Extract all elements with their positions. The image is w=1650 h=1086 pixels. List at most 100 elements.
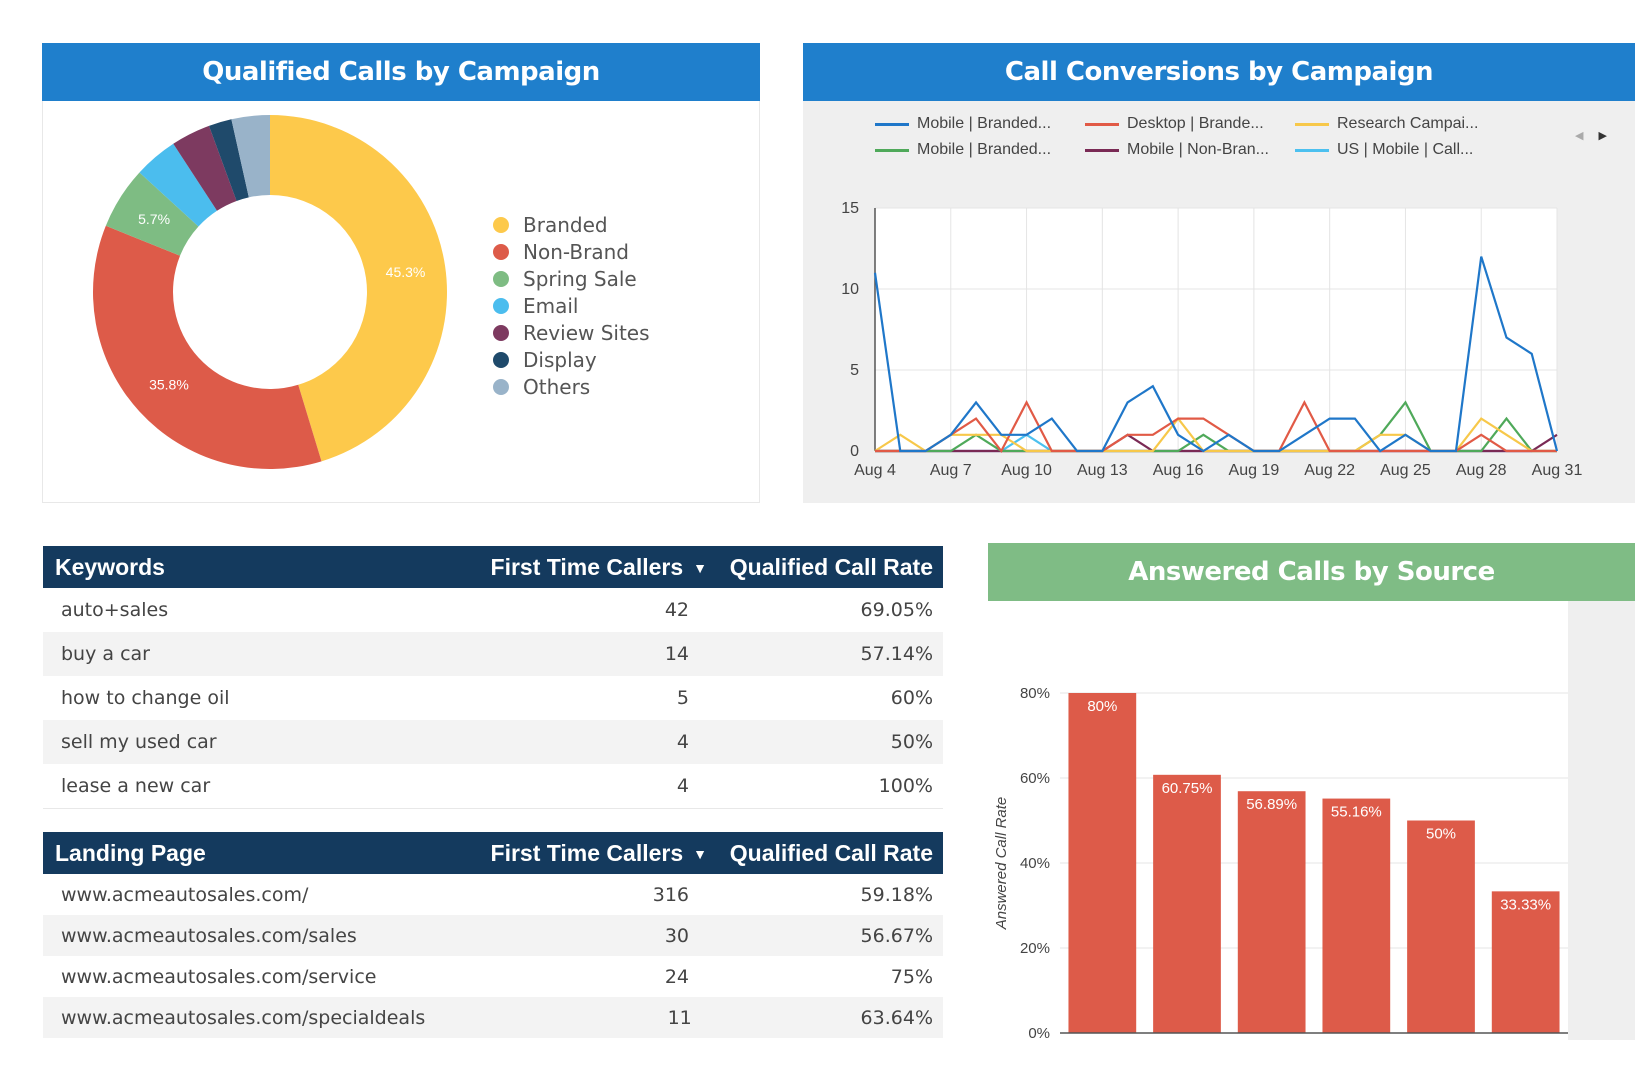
line-legend-swatch (1085, 122, 1119, 126)
first-time-callers-cell: 24 (664, 965, 689, 988)
legend-swatch (493, 378, 509, 395)
first-time-callers-cell: 11 (667, 1006, 692, 1029)
table-row[interactable]: www.acmeautosales.com/specialdeals 11 63.6… (43, 997, 943, 1038)
first-time-callers-cell: 42 (664, 599, 689, 621)
legend-item[interactable]: Others (493, 373, 650, 400)
y-axis-label: Answered Call Rate (993, 797, 1010, 931)
legend-label: Email (523, 293, 579, 318)
first-time-callers-label: First Time Callers (490, 553, 684, 580)
landing-page-cell: www.acmeautosales.com/sales (61, 924, 357, 947)
line-legend-swatch (1295, 148, 1329, 152)
series-line[interactable] (873, 256, 1559, 453)
line-legend-swatch (875, 148, 909, 152)
y-tick-label: 40% (1020, 855, 1050, 872)
y-tick-label: 10 (841, 281, 859, 298)
bar[interactable] (1491, 891, 1560, 1033)
bar[interactable] (1322, 798, 1391, 1033)
table-row[interactable]: auto+sales 42 69.05% (43, 588, 943, 632)
qualified-call-rate-cell: 57.14% (860, 643, 933, 665)
first-time-callers-cell: 14 (664, 643, 689, 665)
donut-slice-label: 45.3% (386, 264, 426, 280)
x-tick-label: Aug 10 (1001, 462, 1052, 479)
bar[interactable] (1407, 820, 1475, 1034)
table-row[interactable]: www.acmeautosales.com/316 59.18% (43, 874, 943, 915)
qualified-call-rate-cell: 63.64% (860, 1006, 933, 1029)
donut-slice-label: 35.8% (149, 377, 189, 393)
donut-chart[interactable]: 45.3% 35.8% 5.7% (65, 105, 465, 505)
bar[interactable] (1153, 774, 1221, 1033)
bar[interactable] (1237, 791, 1306, 1033)
donut-slice-label: 5.7% (138, 211, 170, 227)
first-time-callers-label: First Time Callers (490, 839, 684, 866)
line-legend-label: Desktop | Brande... (1127, 115, 1264, 132)
donut-slice[interactable] (208, 119, 249, 201)
line-legend-label: Mobile | Branded... (917, 115, 1052, 132)
x-tick-label: Aug 16 (1153, 462, 1204, 479)
legend-item[interactable]: Review Sites (493, 319, 650, 346)
qualified-call-rate-cell: 75% (890, 965, 933, 988)
legend-next-button[interactable]: ▶ (1598, 130, 1607, 142)
keyword-cell: how to change oil (61, 687, 230, 709)
keyword-cell: auto+sales (61, 599, 169, 621)
keywords-col-header[interactable]: Keywords (55, 553, 165, 580)
line-chart[interactable]: Aug 4 Aug 7 Aug 10 Aug 13 Aug 16 Aug 19 Aug 22… (803, 101, 1635, 501)
landing-page-col-header[interactable]: Landing Page (55, 839, 206, 866)
table-row[interactable]: lease a new car 4 100% (43, 764, 943, 808)
line-legend-item[interactable]: Desktop | Brande... (1085, 115, 1295, 133)
legend-label: Display (523, 347, 597, 372)
table-row[interactable]: buy a car 14 57.14% (43, 632, 943, 676)
donut-slice[interactable] (105, 172, 199, 256)
line-legend-item[interactable]: Mobile | Non-Bran... (1085, 141, 1295, 159)
qualified-call-rate-cell: 50% (890, 731, 933, 753)
donut-slice[interactable] (231, 115, 270, 198)
bar-value-label: 56.89% (1246, 796, 1297, 813)
donut-slice[interactable] (270, 115, 448, 462)
table-row[interactable]: how to change oil 5 60% (43, 676, 943, 720)
x-tick-label: Aug 28 (1456, 462, 1507, 479)
y-tick-label: 60% (1020, 770, 1050, 787)
legend-label: Review Sites (523, 320, 650, 345)
donut-slice[interactable] (92, 225, 322, 470)
bar-value-label: 50% (1426, 826, 1456, 843)
legend-swatch (493, 351, 509, 368)
line-legend-item[interactable]: US | Mobile | Call... (1295, 141, 1505, 159)
qualified-calls-title: Qualified Calls by Campaign (42, 43, 760, 101)
table-row[interactable]: www.acmeautosales.com/service 24 75% (43, 956, 943, 997)
first-time-callers-col-header[interactable]: First Time Callers ▼ (419, 554, 719, 581)
table-row[interactable]: www.acmeautosales.com/sales 30 56.67% (43, 915, 943, 956)
line-legend-item[interactable]: Mobile | Branded... (875, 115, 1085, 133)
legend-item[interactable]: Branded (493, 211, 650, 238)
table-row[interactable]: sell my used car 4 50% (43, 720, 943, 764)
y-tick-label: 80% (1020, 685, 1050, 702)
bar-value-label: 80% (1087, 698, 1117, 715)
qualified-call-rate-cell: 100% (878, 775, 933, 797)
legend-item[interactable]: Spring Sale (493, 265, 650, 292)
donut-slice[interactable] (139, 143, 217, 227)
call-conversions-panel: Call Conversions by Campaign Mobile | Br… (803, 43, 1635, 503)
legend-item[interactable]: Display (493, 346, 650, 373)
qualified-call-rate-col-header[interactable]: Qualified Call Rate (729, 553, 933, 580)
legend-label: Others (523, 374, 591, 399)
legend-swatch (493, 243, 509, 260)
bar-chart[interactable]: 0% 20% 40% 60% 80% Answered Call Rate 80% 60.75… (988, 601, 1635, 1040)
first-time-callers-col-header[interactable]: First Time Callers ▼ (419, 840, 719, 867)
bar[interactable] (1068, 693, 1137, 1033)
qualified-call-rate-col-header[interactable]: Qualified Call Rate (729, 839, 933, 866)
first-time-callers-cell: 4 (676, 731, 689, 753)
x-tick-label: Aug 31 (1532, 462, 1583, 479)
first-time-callers-cell: 316 (652, 883, 689, 906)
y-tick-label: 15 (841, 200, 859, 217)
bar-value-label: 60.75% (1162, 780, 1213, 797)
legend-item[interactable]: Email (493, 292, 650, 319)
qualified-call-rate-cell: 69.05% (860, 599, 933, 621)
sort-desc-icon: ▼ (693, 559, 707, 576)
x-tick-label: Aug 22 (1304, 462, 1355, 479)
legend-item[interactable]: Non-Brand (493, 238, 650, 265)
landing-page-cell: www.acmeautosales.com/service (61, 965, 377, 988)
line-legend-item[interactable]: Mobile | Branded... (875, 141, 1085, 159)
answered-calls-title: Answered Calls by Source (988, 543, 1635, 601)
line-legend-item[interactable]: Research Campai... (1295, 115, 1505, 133)
keyword-cell: buy a car (61, 643, 150, 665)
legend-prev-button[interactable]: ◀ (1575, 130, 1584, 142)
donut-slice[interactable] (173, 125, 237, 211)
